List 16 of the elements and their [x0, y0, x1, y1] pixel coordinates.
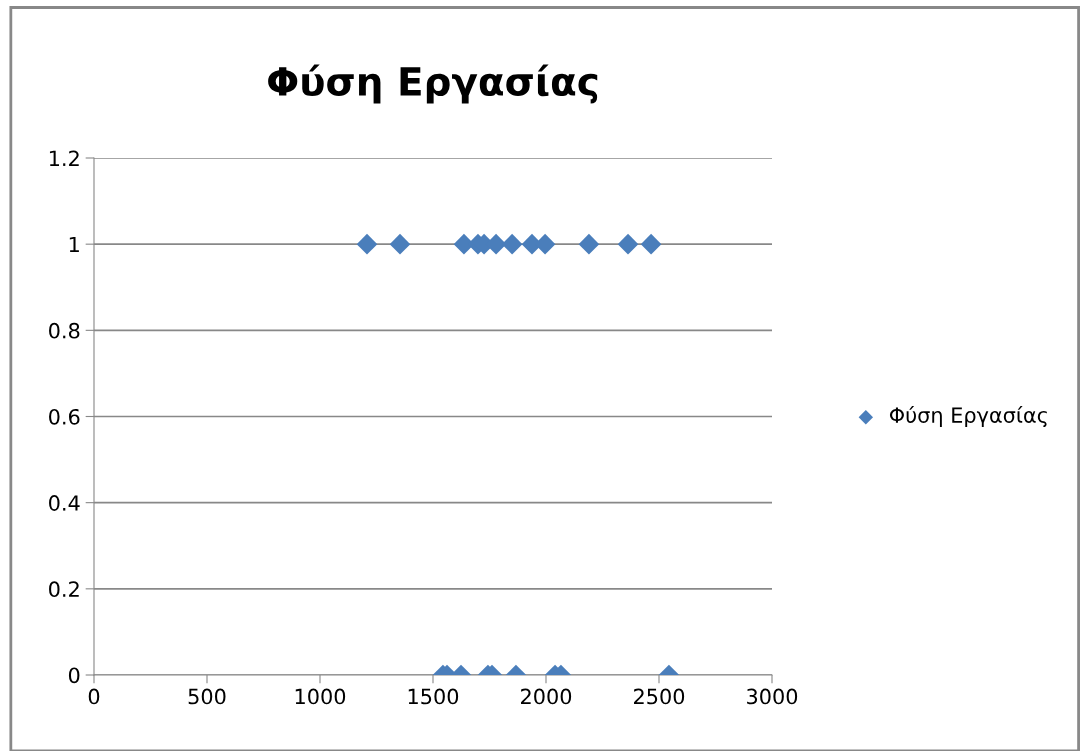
y-tick-label: 1 — [69, 236, 79, 253]
x-tick-label: 2000 — [521, 688, 572, 705]
y-tick-label: 0.8 — [49, 322, 80, 339]
x-tick-label: 2500 — [634, 688, 685, 705]
y-tick-label: 0 — [68, 667, 80, 684]
x-tick-label: 3000 — [747, 688, 798, 705]
y-tick-label: 0.6 — [49, 408, 80, 425]
legend-label: Φύση Εργασίας — [889, 405, 1047, 428]
x-tick-label: 1000 — [295, 688, 346, 705]
y-tick-label: 0.2 — [49, 581, 79, 598]
x-tick-label: 500 — [188, 688, 226, 705]
x-tick-label: 0 — [88, 688, 100, 705]
y-tick-label: 0.4 — [49, 495, 80, 511]
x-tick-label: 1500 — [408, 688, 459, 705]
y-tick-label: 1.2 — [49, 150, 79, 166]
chart-title: Φύση Εργασίας — [268, 64, 598, 104]
